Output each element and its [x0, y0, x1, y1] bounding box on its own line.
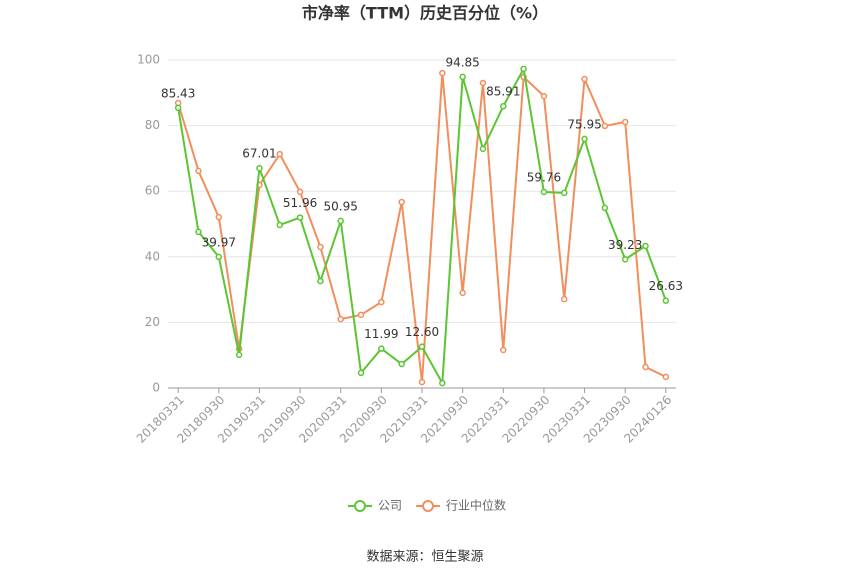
data-point: [560, 295, 568, 303]
chart-title: 市净率（TTM）历史百分位（%）: [302, 4, 548, 23]
data-point: [662, 373, 670, 381]
y-tick-label: 40: [145, 249, 160, 263]
data-point: [276, 150, 284, 158]
data-point: [439, 69, 446, 77]
data-point: [662, 297, 670, 304]
data-label: 39.23: [608, 238, 642, 252]
legend-marker: [354, 500, 366, 512]
data-point: [621, 256, 629, 263]
data-label: 51.96: [283, 196, 317, 210]
y-tick-label: 0: [152, 381, 160, 395]
data-point: [195, 228, 202, 236]
data-point: [601, 204, 609, 212]
data-point: [235, 351, 243, 359]
data-label: 26.63: [649, 279, 683, 293]
data-point: [337, 217, 344, 225]
data-point: [215, 213, 223, 221]
data-label: 94.85: [445, 55, 479, 69]
data-label: 11.99: [364, 327, 398, 341]
data-label: 85.91: [486, 85, 520, 99]
data-point: [276, 221, 284, 229]
data-point: [459, 73, 466, 81]
data-point: [439, 379, 446, 387]
data-point: [479, 145, 487, 153]
data-point: [540, 188, 548, 196]
data-point: [378, 298, 385, 306]
data-point: [195, 167, 202, 175]
data-label: 75.95: [567, 117, 601, 131]
data-point: [174, 104, 182, 112]
data-point: [317, 243, 324, 251]
data-label: 12.60: [405, 325, 439, 339]
y-tick-label: 20: [145, 315, 160, 329]
data-point: [378, 345, 385, 352]
data-point: [317, 277, 324, 285]
data-point: [581, 135, 588, 143]
y-tick-label: 60: [145, 184, 160, 198]
y-tick-label: 80: [145, 118, 160, 132]
data-point: [418, 343, 426, 350]
data-point: [337, 315, 344, 323]
data-point: [296, 214, 304, 221]
data-point: [500, 346, 507, 354]
data-label: 85.43: [161, 86, 195, 100]
data-point: [398, 198, 405, 206]
legend-label: 公司: [378, 499, 402, 513]
data-point: [296, 188, 304, 196]
data-label: 59.76: [527, 170, 561, 184]
data-point: [560, 189, 568, 197]
data-point: [520, 65, 527, 73]
data-point: [642, 363, 649, 371]
data-label: 39.97: [202, 235, 236, 249]
legend-label: 行业中位数: [446, 498, 506, 513]
data-point: [357, 369, 365, 377]
data-point: [418, 378, 426, 386]
data-label: 50.95: [324, 199, 358, 213]
data-point: [215, 253, 223, 261]
data-point: [601, 122, 609, 130]
data-point: [459, 289, 466, 297]
data-label: 67.01: [242, 147, 276, 161]
source-note: 数据来源：恒生聚源: [366, 550, 483, 565]
data-point: [256, 164, 263, 172]
legend-marker: [422, 500, 435, 512]
data-point: [581, 75, 588, 83]
y-tick-label: 100: [137, 53, 160, 67]
data-point: [500, 102, 507, 110]
data-point: [479, 79, 487, 87]
data-point: [398, 360, 405, 368]
data-point: [540, 92, 548, 100]
data-point: [621, 118, 629, 126]
data-point: [357, 311, 365, 319]
data-point: [642, 242, 649, 250]
